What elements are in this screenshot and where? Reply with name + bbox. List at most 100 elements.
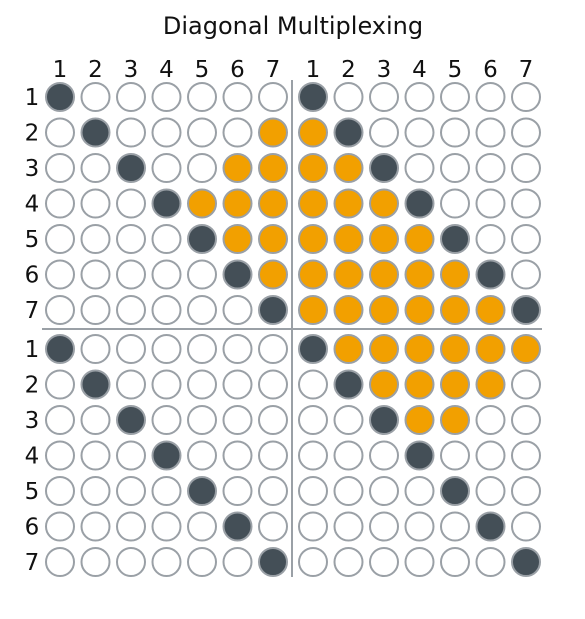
- led-off: [511, 440, 541, 471]
- column-label: 5: [448, 57, 463, 83]
- led-off: [45, 511, 75, 542]
- led-off: [116, 188, 146, 219]
- led-off: [80, 295, 111, 325]
- led-lit: [333, 188, 364, 219]
- led-off: [45, 440, 75, 471]
- led-off: [45, 295, 75, 325]
- led-diagonal: [222, 511, 253, 542]
- led-off: [440, 547, 470, 577]
- led-off: [222, 82, 253, 112]
- column-label: 4: [159, 57, 174, 83]
- led-off: [187, 405, 217, 435]
- led-diagonal: [151, 440, 182, 471]
- led-off: [258, 334, 288, 364]
- led-off: [404, 82, 435, 112]
- led-off: [80, 153, 111, 183]
- led-off: [511, 82, 541, 112]
- row-label: 6: [25, 515, 40, 541]
- led-off: [333, 82, 364, 112]
- column-label: 1: [53, 57, 68, 83]
- led-off: [45, 369, 75, 400]
- row-label: 2: [25, 373, 40, 399]
- led-off: [45, 188, 75, 219]
- led-off: [116, 369, 146, 400]
- led-off: [333, 405, 364, 435]
- column-label: 2: [88, 57, 103, 83]
- led-diagonal: [222, 259, 253, 290]
- led-off: [298, 476, 328, 506]
- led-lit: [258, 117, 288, 148]
- led-off: [369, 440, 399, 471]
- led-off: [80, 547, 111, 577]
- led-lit: [404, 295, 435, 325]
- led-off: [475, 224, 506, 254]
- led-lit: [440, 369, 470, 400]
- led-off: [511, 153, 541, 183]
- led-lit: [298, 295, 328, 325]
- led-off: [511, 117, 541, 148]
- led-lit: [475, 334, 506, 364]
- led-off: [404, 547, 435, 577]
- led-off: [511, 405, 541, 435]
- led-off: [475, 547, 506, 577]
- row-label: 6: [25, 263, 40, 289]
- led-diagonal: [440, 476, 470, 506]
- led-off: [151, 295, 182, 325]
- led-lit: [369, 334, 399, 364]
- led-off: [187, 440, 217, 471]
- led-off: [475, 82, 506, 112]
- led-off: [369, 511, 399, 542]
- led-lit: [333, 224, 364, 254]
- led-diagonal: [511, 547, 541, 577]
- led-off: [187, 259, 217, 290]
- led-lit: [440, 259, 470, 290]
- led-off: [475, 188, 506, 219]
- led-off: [258, 476, 288, 506]
- led-off: [151, 82, 182, 112]
- column-label: 3: [124, 57, 139, 83]
- row-label: 3: [25, 408, 40, 434]
- led-off: [151, 153, 182, 183]
- row-label: 2: [25, 121, 40, 147]
- led-off: [187, 117, 217, 148]
- led-off: [45, 153, 75, 183]
- led-off: [45, 405, 75, 435]
- led-lit: [369, 259, 399, 290]
- led-off: [258, 369, 288, 400]
- led-diagonal: [404, 188, 435, 219]
- led-off: [116, 476, 146, 506]
- led-off: [475, 440, 506, 471]
- led-diagonal: [404, 440, 435, 471]
- led-lit: [333, 259, 364, 290]
- led-off: [80, 476, 111, 506]
- led-off: [440, 511, 470, 542]
- led-off: [151, 369, 182, 400]
- led-lit: [298, 188, 328, 219]
- row-label: 4: [25, 444, 40, 470]
- led-off: [116, 547, 146, 577]
- led-off: [511, 188, 541, 219]
- led-off: [116, 295, 146, 325]
- led-off: [45, 476, 75, 506]
- led-off: [404, 153, 435, 183]
- led-lit: [369, 369, 399, 400]
- led-matrix: [45, 82, 541, 577]
- row-label: 1: [25, 337, 40, 363]
- led-off: [116, 511, 146, 542]
- led-off: [475, 117, 506, 148]
- row-label: 7: [25, 298, 40, 324]
- led-off: [440, 117, 470, 148]
- led-off: [187, 547, 217, 577]
- led-off: [298, 511, 328, 542]
- led-lit: [298, 224, 328, 254]
- led-off: [511, 369, 541, 400]
- led-off: [151, 117, 182, 148]
- led-off: [151, 511, 182, 542]
- led-off: [222, 476, 253, 506]
- led-off: [511, 511, 541, 542]
- led-lit: [475, 295, 506, 325]
- led-off: [333, 440, 364, 471]
- led-off: [511, 259, 541, 290]
- led-lit: [258, 153, 288, 183]
- led-off: [404, 511, 435, 542]
